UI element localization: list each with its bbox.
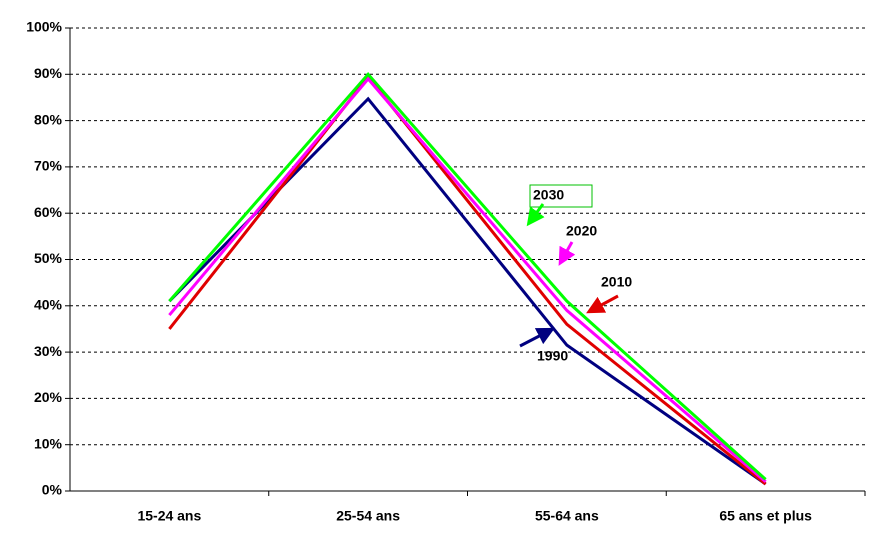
series-line	[168, 72, 767, 481]
lines	[168, 72, 767, 486]
y-tick-label: 90%	[34, 65, 63, 81]
y-tick-label: 20%	[34, 389, 63, 405]
arrow	[519, 327, 555, 348]
x-tick-label: 15-24 ans	[137, 508, 201, 524]
arrow	[586, 294, 619, 314]
series-label: 2030	[533, 187, 564, 203]
x-tick-label: 65 ans et plus	[719, 508, 812, 524]
y-tick-label: 40%	[34, 297, 63, 313]
series-label: 1990	[537, 348, 568, 364]
y-tick-label: 60%	[34, 204, 63, 220]
y-tick-label: 0%	[42, 482, 63, 498]
series-label: 2020	[566, 223, 597, 239]
grid	[65, 27, 866, 496]
y-tick-label: 80%	[34, 111, 63, 127]
series-label: 2010	[601, 274, 632, 290]
series-line	[168, 76, 767, 483]
y-tick-label: 30%	[34, 343, 63, 359]
x-tick-label: 55-64 ans	[535, 508, 599, 524]
arrow	[558, 241, 576, 266]
series-line	[168, 74, 767, 486]
arrow	[526, 203, 545, 227]
label-box	[529, 184, 593, 208]
x-tick-label: 25-54 ans	[336, 508, 400, 524]
y-tick-label: 100%	[26, 19, 62, 35]
y-tick-label: 50%	[34, 250, 63, 266]
series-line	[168, 96, 767, 486]
y-tick-label: 10%	[34, 435, 63, 451]
y-tick-label: 70%	[34, 158, 63, 174]
